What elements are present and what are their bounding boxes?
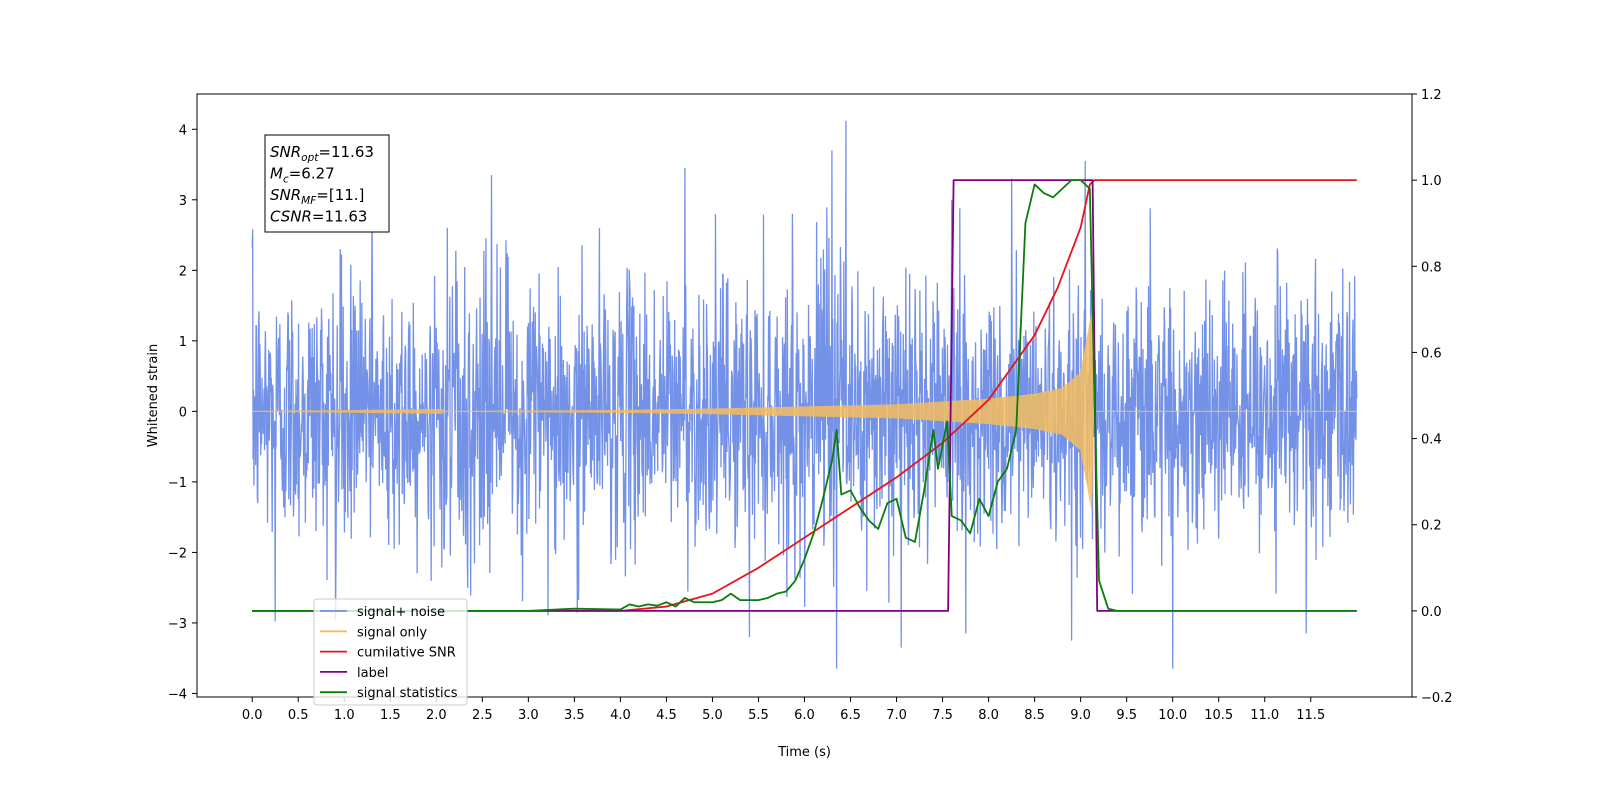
x-tick-label: 1.5 bbox=[380, 708, 401, 723]
annotation-line: SNRopt=11.63 bbox=[270, 143, 374, 164]
x-tick-label: 8.5 bbox=[1024, 708, 1045, 723]
y-right-tick-label: 0.4 bbox=[1421, 433, 1442, 448]
x-tick-label: 3.0 bbox=[518, 708, 539, 723]
annotation-value: =6.27 bbox=[289, 165, 335, 183]
y-right-tick-label: 0.0 bbox=[1421, 605, 1442, 620]
x-tick-label: 7.5 bbox=[932, 708, 953, 723]
x-tick-label: 1.0 bbox=[334, 708, 355, 723]
x-tick-label: 8.0 bbox=[978, 708, 999, 723]
x-axis-label: Time (s) bbox=[777, 745, 831, 760]
x-tick-label: 5.0 bbox=[702, 708, 723, 723]
x-tick-label: 2.5 bbox=[472, 708, 493, 723]
annotation-line: CSNR=11.63 bbox=[270, 208, 367, 226]
y-right-tick-label: 1.2 bbox=[1421, 88, 1442, 103]
x-tick-label: 6.5 bbox=[840, 708, 861, 723]
y-right-tick-label: 0.6 bbox=[1421, 346, 1442, 361]
series-line-signal-only bbox=[252, 314, 1357, 510]
annotation-value: =11.63 bbox=[318, 143, 374, 161]
legend-entry-label: signal+ noise bbox=[357, 605, 445, 620]
series-line-signal-statistics bbox=[252, 179, 1357, 612]
legend-entry-label: signal statistics bbox=[357, 686, 458, 701]
y-left-tick-label: −1 bbox=[168, 476, 187, 491]
y-axis-right: −0.2 0.0 0.2 0.4 0.6 0.8 1.0 1.2 bbox=[1412, 88, 1453, 706]
y-left-tick-label: −3 bbox=[168, 617, 187, 632]
y-axis-label: Whitened strain bbox=[146, 344, 161, 447]
y-left-tick-label: 3 bbox=[179, 194, 187, 209]
annotation-line: SNRMF=[11.] bbox=[270, 186, 364, 207]
legend-entry-label: signal only bbox=[357, 625, 427, 640]
annotation-frame bbox=[264, 134, 390, 233]
y-axis-left: −4 −3 −2 −1 0 1 2 3 4 bbox=[168, 123, 197, 702]
x-tick-label: 4.0 bbox=[610, 708, 631, 723]
y-right-tick-label: 0.8 bbox=[1421, 260, 1442, 275]
y-right-tick-label: 1.0 bbox=[1421, 174, 1442, 189]
annotation-subscript: MF bbox=[301, 195, 317, 207]
y-left-tick-label: −4 bbox=[168, 687, 187, 702]
x-axis: 0.0 0.5 1.0 1.5 2.0 2.5 3.0 3.5 4.0 4.5 5.0 5.5 6.0 6… bbox=[242, 697, 1325, 723]
x-tick-label: 5.5 bbox=[748, 708, 769, 723]
legend: signal+ noise signal only cumilative SNR la… bbox=[313, 598, 468, 706]
annotation-line: Mc=6.27 bbox=[270, 165, 335, 186]
x-tick-label: 9.0 bbox=[1070, 708, 1091, 723]
y-left-tick-label: 4 bbox=[179, 123, 187, 138]
legend-frame bbox=[313, 598, 468, 706]
series-line-cumulative-snr bbox=[252, 179, 1357, 612]
y-left-tick-label: 2 bbox=[179, 264, 187, 279]
annotation-subscript: opt bbox=[301, 152, 319, 164]
x-tick-label: 10.0 bbox=[1158, 708, 1187, 723]
annotation-symbol: SNR bbox=[270, 143, 301, 161]
annotation-value: =[11.] bbox=[316, 186, 364, 204]
y-left-tick-label: −2 bbox=[168, 546, 187, 561]
x-tick-label: 9.5 bbox=[1116, 708, 1137, 723]
annotation-subscript: c bbox=[283, 174, 289, 186]
annotation-symbol: M bbox=[270, 165, 283, 183]
y-left-tick-label: 0 bbox=[179, 405, 187, 420]
annotation-symbol: CSNR bbox=[270, 208, 312, 226]
series-line-signal-plus-noise bbox=[251, 120, 1358, 669]
x-tick-label: 0.0 bbox=[242, 708, 263, 723]
legend-entry-label: cumilative SNR bbox=[357, 646, 456, 661]
y-right-tick-label: 0.2 bbox=[1421, 519, 1442, 534]
y-left-tick-label: 1 bbox=[179, 335, 187, 350]
annotation-value: =11.63 bbox=[312, 208, 368, 226]
x-tick-label: 3.5 bbox=[564, 708, 585, 723]
x-tick-label: 4.5 bbox=[656, 708, 677, 723]
x-tick-label: 2.0 bbox=[426, 708, 447, 723]
x-tick-label: 11.5 bbox=[1296, 708, 1325, 723]
legend-entry-label: label bbox=[357, 666, 388, 681]
x-tick-label: 10.5 bbox=[1204, 708, 1233, 723]
x-tick-label: 6.0 bbox=[794, 708, 815, 723]
x-tick-label: 11.0 bbox=[1250, 708, 1279, 723]
series-layer bbox=[251, 120, 1358, 669]
y-right-tick-label: −0.2 bbox=[1421, 691, 1453, 706]
x-tick-label: 0.5 bbox=[288, 708, 309, 723]
x-tick-label: 7.0 bbox=[886, 708, 907, 723]
annotation-symbol: SNR bbox=[270, 186, 301, 204]
